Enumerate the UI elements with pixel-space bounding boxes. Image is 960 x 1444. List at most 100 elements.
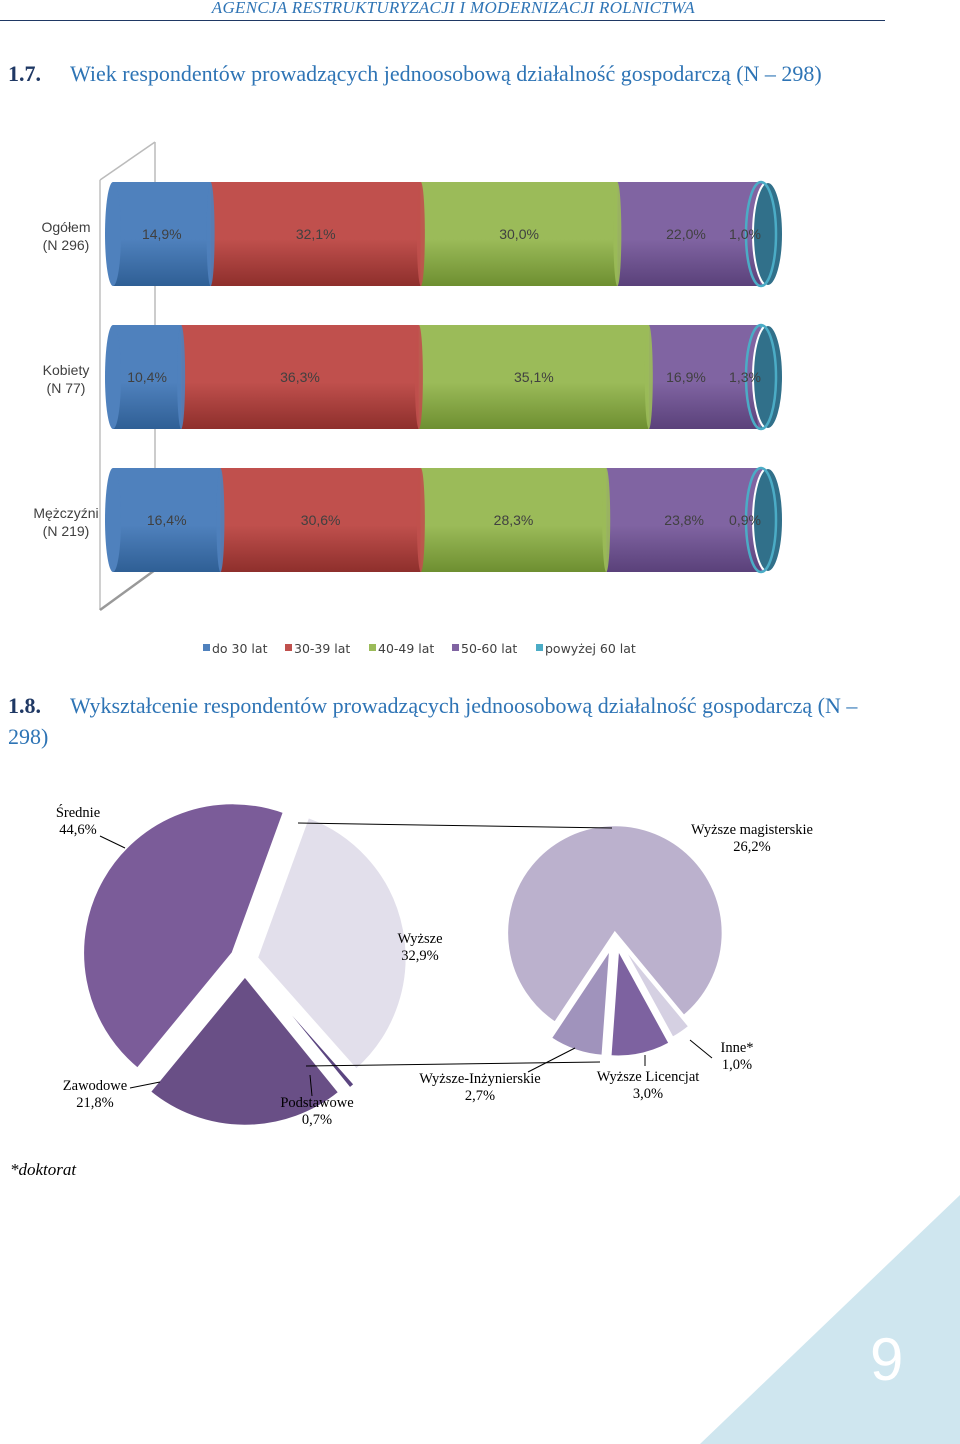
leader-zawodowe xyxy=(129,1081,161,1089)
data-label-2-1: 30,6% xyxy=(301,512,341,528)
bar-left-cap-0 xyxy=(105,182,121,286)
category-label-2: Mężczyźni xyxy=(33,505,98,521)
data-label-1-0: 10,4% xyxy=(127,369,167,385)
bar-divider-0-1 xyxy=(416,182,425,286)
label-srednie-value: 44,6% xyxy=(59,822,96,838)
pie-slice-1 xyxy=(255,815,408,1072)
legend-swatch-2 xyxy=(369,644,376,651)
section-1-title: Wiek respondentów prowadzących jednoosob… xyxy=(70,61,822,86)
bar-segment-2-2 xyxy=(420,468,607,572)
label-inzynierskie-value: 2,7% xyxy=(465,1088,495,1104)
bar-end-cap-0 xyxy=(752,181,784,287)
legend-entry-0: do 30 lat xyxy=(212,641,268,656)
legend-entry-1: 30-39 lat xyxy=(294,641,350,656)
leader-inne xyxy=(689,1039,713,1059)
axis-top-edge xyxy=(99,141,156,181)
section-1-heading: 1.7. Wiek respondentów prowadzących jedno… xyxy=(8,58,868,89)
data-label-0-0: 14,9% xyxy=(142,226,182,242)
label-srednie-name: Średnie xyxy=(56,804,100,821)
data-label-1-3: 16,9% xyxy=(666,369,706,385)
legend-entry-2: 40-49 lat xyxy=(378,641,434,656)
bar-end-ring-2 xyxy=(744,466,778,574)
data-label-0-2: 30,0% xyxy=(499,226,539,242)
corner-decoration xyxy=(700,1195,960,1444)
bar-segment-0-0 xyxy=(113,182,211,286)
agency-name: AGENCJA RESTRUKTURYZACJI I MODERNIZACJI … xyxy=(211,0,695,17)
label-magisterskie-value: 26,2% xyxy=(733,839,770,855)
bar-segment-1-0 xyxy=(113,325,182,429)
data-label-2-3: 23,8% xyxy=(664,512,704,528)
bar-segment-2-3 xyxy=(606,468,763,572)
legend-swatch-4 xyxy=(536,644,543,651)
pie-slice-2 xyxy=(254,971,357,1091)
category-sublabel-1: (N 77) xyxy=(47,380,86,396)
connector-line-bottom xyxy=(305,1061,601,1067)
data-label-0-3: 22,0% xyxy=(666,226,706,242)
bar-segment-2-0 xyxy=(113,468,221,572)
legend-swatch-0 xyxy=(203,644,210,651)
secondary-slice-0 xyxy=(505,823,725,1025)
bar-divider-1-0 xyxy=(177,325,186,429)
data-label-2-0: 16,4% xyxy=(147,512,187,528)
data-label-2-2: 28,3% xyxy=(494,512,534,528)
bar-end-ring-0 xyxy=(744,180,778,288)
legend-entry-3: 50-60 lat xyxy=(461,641,517,656)
secondary-slice-2 xyxy=(608,944,672,1058)
data-label-1-2: 35,1% xyxy=(514,369,554,385)
bar-divider-0-2 xyxy=(613,182,622,286)
category-label-0: Ogółem xyxy=(41,219,90,235)
section-2-number: 1.8. xyxy=(8,693,41,718)
label-inzynierskie-name: Wyższe-Inżynierskie xyxy=(419,1071,541,1087)
bar-divider-2-0 xyxy=(216,468,225,572)
data-label-0-1: 32,1% xyxy=(296,226,336,242)
page-header: AGENCJA RESTRUKTURYZACJI I MODERNIZACJI … xyxy=(0,0,885,21)
label-podstawowe-name: Podstawowe xyxy=(280,1095,353,1111)
data-label-2-4: 0,9% xyxy=(729,512,761,528)
bar-end-ring-1 xyxy=(744,323,778,431)
bar-divider-1-1 xyxy=(414,325,423,429)
section-2-heading: 1.8. Wykształcenie respondentów prowadząc… xyxy=(8,690,868,752)
bar-segment-1-2 xyxy=(418,325,649,429)
label-inne-name: Inne* xyxy=(720,1040,753,1056)
data-label-1-1: 36,3% xyxy=(280,369,320,385)
section-2-title: Wykształcenie respondentów prowadzących … xyxy=(8,693,858,749)
page-number: 9 xyxy=(870,1326,904,1393)
bar-divider-2-1 xyxy=(416,468,425,572)
bar-segment-0-2 xyxy=(420,182,618,286)
secondary-slice-3 xyxy=(619,942,692,1040)
label-magisterskie-name: Wyższe magisterskie xyxy=(691,822,813,838)
connector-line-top xyxy=(297,822,613,829)
label-inne-value: 1,0% xyxy=(722,1057,752,1073)
bar-left-cap-2 xyxy=(105,468,121,572)
bar-segment-0-1 xyxy=(210,182,421,286)
category-sublabel-0: (N 296) xyxy=(43,237,90,253)
leader-podstawowe xyxy=(309,1074,313,1097)
leader-srednie xyxy=(99,835,126,849)
category-sublabel-2: (N 219) xyxy=(43,523,90,539)
bar-segment-1-3 xyxy=(648,325,760,429)
data-label-1-4: 1,3% xyxy=(729,369,761,385)
section-1-number: 1.7. xyxy=(8,61,41,86)
label-wyzsze-value: 32,9% xyxy=(401,948,438,964)
legend-swatch-1 xyxy=(285,644,292,651)
label-podstawowe-value: 0,7% xyxy=(302,1112,332,1128)
leader-inzynierskie xyxy=(527,1047,576,1073)
axis-bottom-edge xyxy=(99,568,156,612)
footnote: *doktorat xyxy=(10,1160,77,1179)
bar-segment-0-3 xyxy=(617,182,762,286)
bar-segment-1-1 xyxy=(181,325,419,429)
bar-end-cap-1 xyxy=(752,324,784,430)
label-zawodowe-name: Zawodowe xyxy=(63,1078,127,1094)
label-zawodowe-value: 21,8% xyxy=(76,1095,113,1111)
bar-divider-2-2 xyxy=(602,468,611,572)
bar-segment-2-1 xyxy=(220,468,421,572)
category-label-1: Kobiety xyxy=(43,362,90,378)
label-wyzsze-name: Wyższe xyxy=(397,931,442,947)
legend-entry-4: powyżej 60 lat xyxy=(545,641,636,656)
pie-slice-0 xyxy=(81,801,286,1071)
pie-slice-3 xyxy=(147,974,342,1128)
data-label-0-4: 1,0% xyxy=(729,226,761,242)
bar-divider-0-0 xyxy=(206,182,215,286)
bar-divider-1-2 xyxy=(644,325,653,429)
